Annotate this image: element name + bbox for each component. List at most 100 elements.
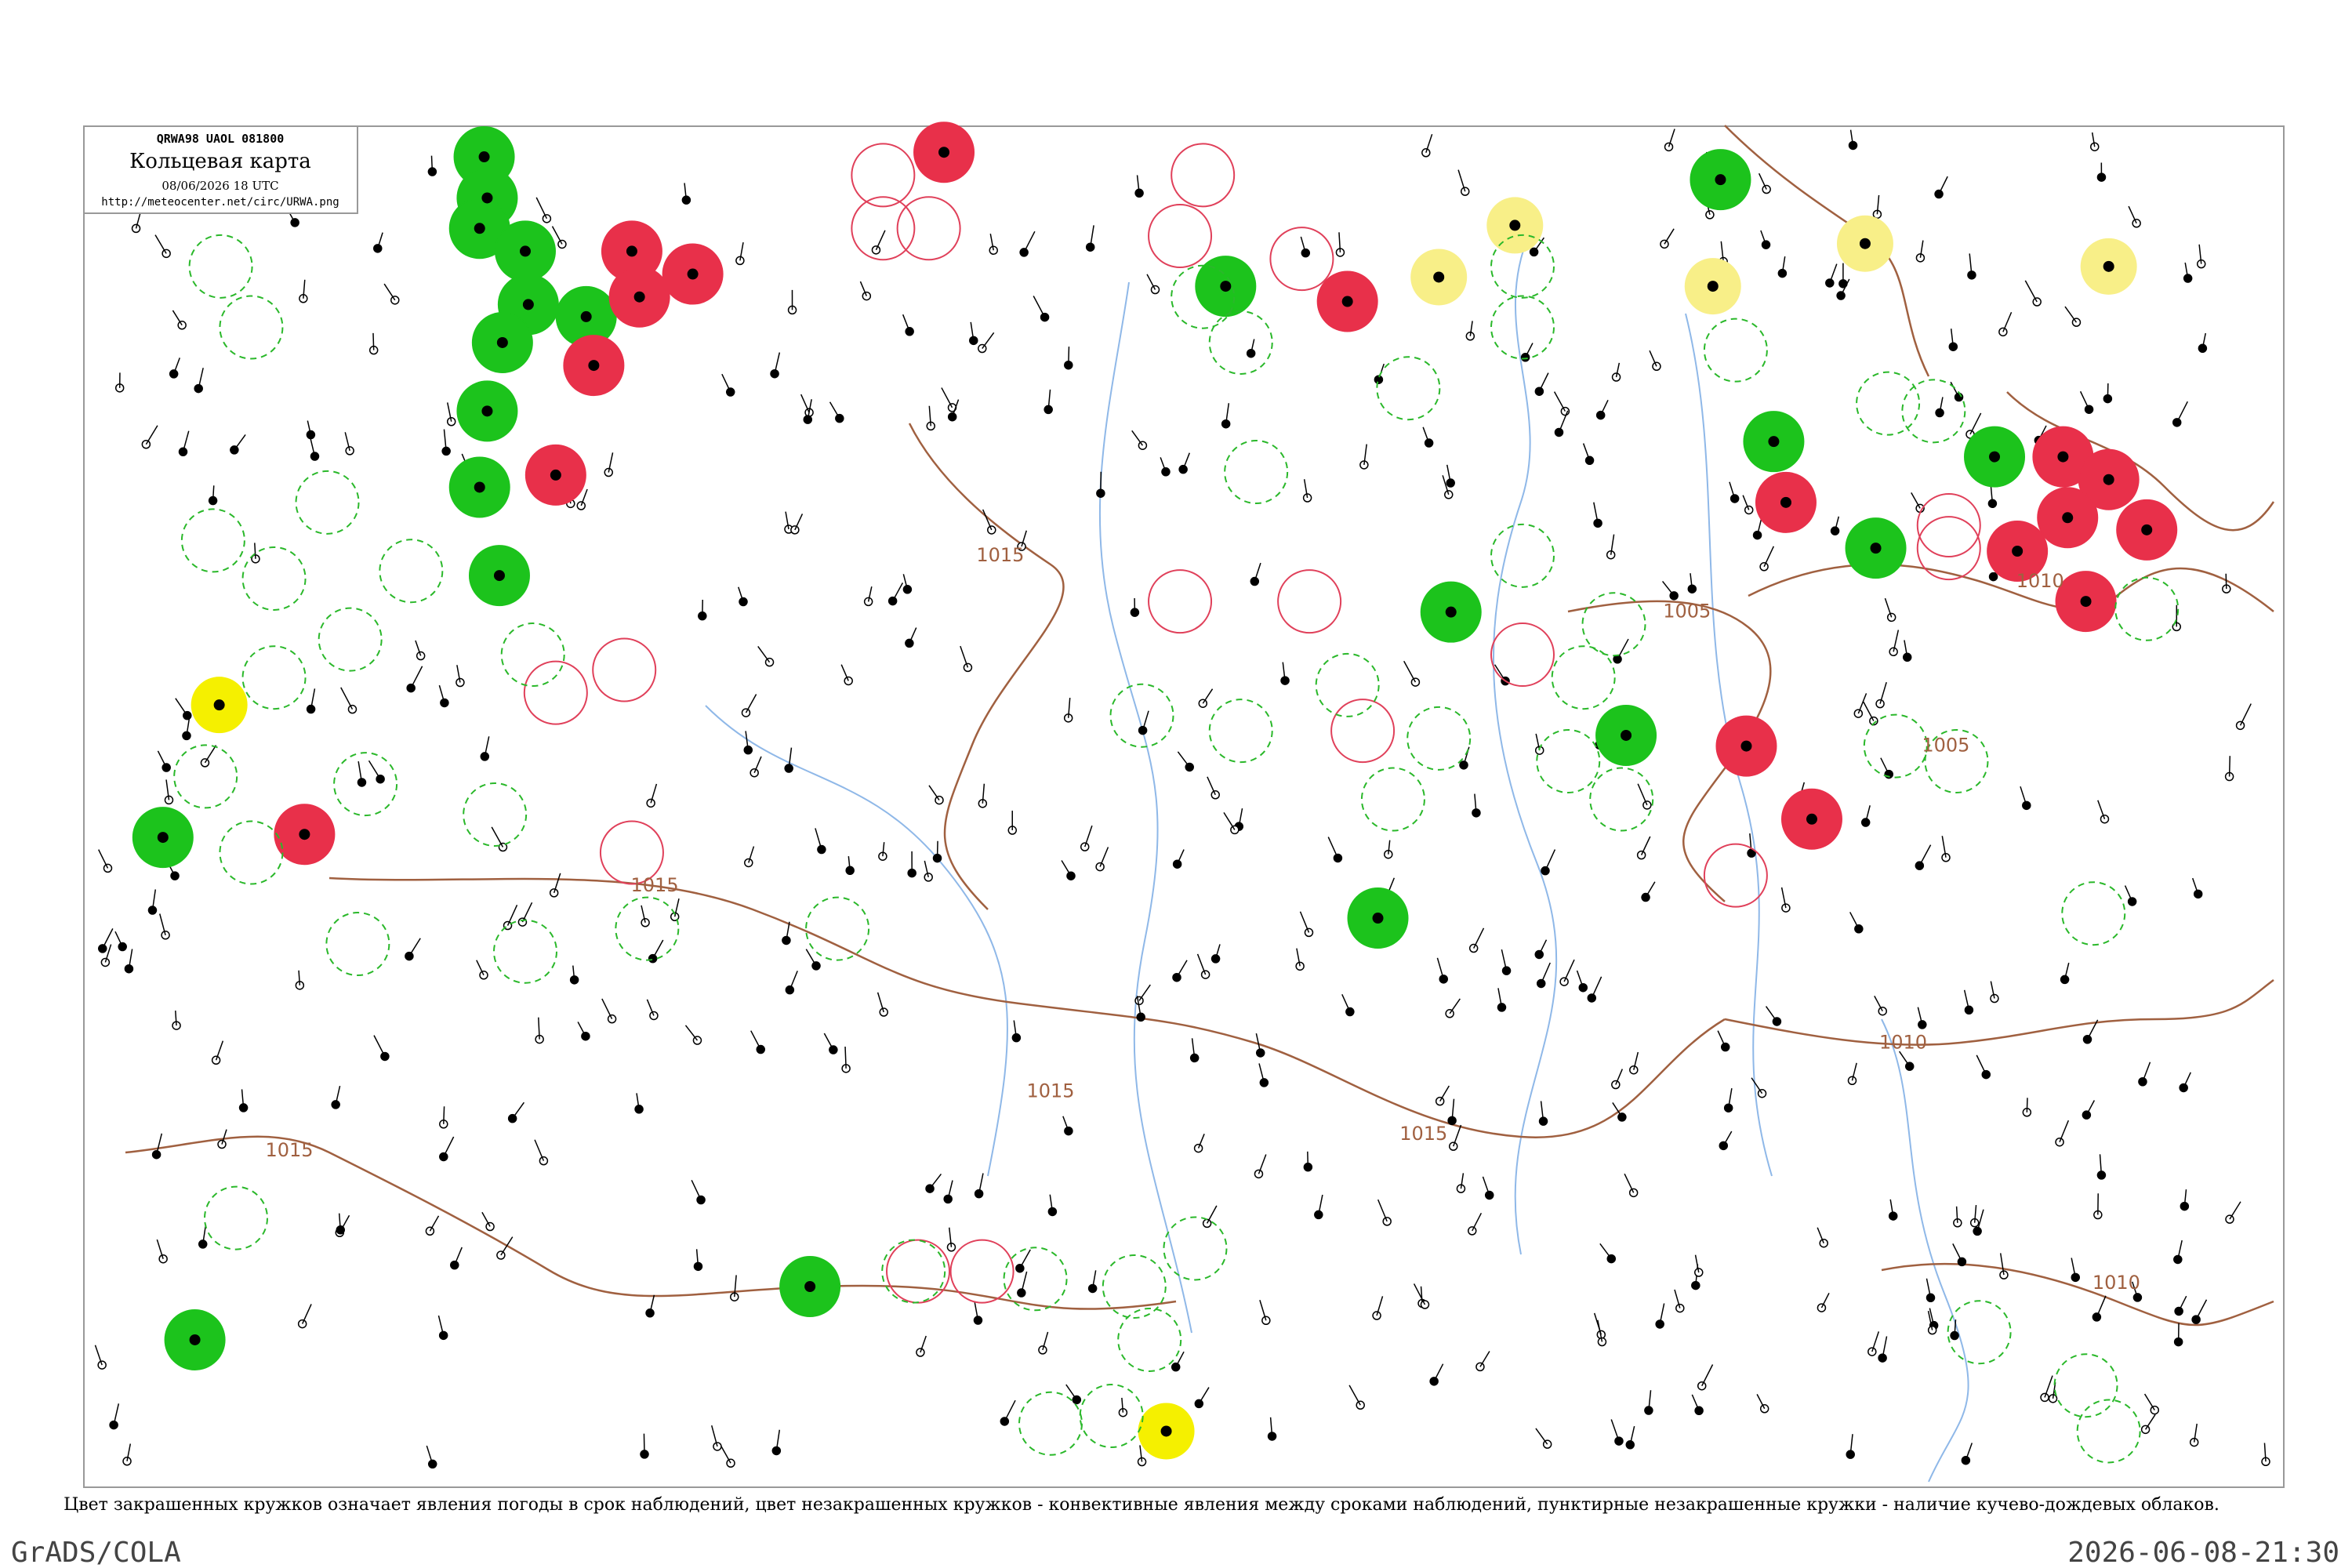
wind-barb [1206, 1205, 1218, 1224]
wind-barb [1851, 1062, 1857, 1081]
wind-barb [684, 183, 688, 201]
wind-barb [128, 949, 133, 969]
wind-barb [1911, 492, 1921, 509]
wind-barb [484, 736, 490, 757]
wind-barb [1348, 1385, 1361, 1406]
cb-ring [1117, 1307, 1182, 1372]
wind-barb [1453, 1124, 1462, 1147]
wind-barb [1535, 733, 1541, 751]
convective-ring [896, 196, 961, 261]
wind-barb [601, 998, 613, 1020]
wind-barb [1327, 837, 1339, 858]
isobar-label: 1015 [1026, 1080, 1074, 1102]
wind-barb [1524, 343, 1534, 358]
wind-barb [1436, 957, 1444, 980]
wind-barb [1917, 1007, 1923, 1025]
cb-ring [188, 234, 253, 299]
cb-ring [1901, 379, 1966, 444]
wind-barb [1969, 412, 1982, 435]
station-marker [1509, 220, 1521, 231]
wind-barb [1599, 1243, 1612, 1260]
station-marker [1870, 543, 1882, 554]
station-marker [481, 405, 493, 417]
wind-barb [104, 944, 112, 963]
wind-barb [446, 402, 452, 422]
wind-barb [840, 664, 849, 681]
wind-barb [2191, 877, 2199, 895]
wind-barb [2132, 1281, 2139, 1298]
river [1881, 1018, 1969, 1483]
wind-barb [982, 509, 993, 531]
wind-barb [500, 1236, 514, 1256]
wind-barb [1973, 1205, 1977, 1223]
wind-barb [1177, 751, 1190, 768]
station-marker [1621, 729, 1632, 741]
wind-barb [454, 1247, 463, 1265]
cb-ring [2061, 881, 2126, 946]
wind-barb [2044, 1375, 2053, 1398]
station-marker [580, 310, 592, 322]
wind-barb [1451, 1098, 1455, 1121]
wind-barb [949, 1227, 953, 1247]
river [1493, 234, 1558, 1255]
station-marker [496, 336, 508, 348]
wind-barb [1198, 1387, 1210, 1404]
wind-barb [1661, 580, 1675, 597]
wind-barb [2085, 1100, 2096, 1116]
wind-barb [310, 688, 316, 710]
wind-barb [1780, 887, 1787, 909]
wind-barb [254, 543, 256, 559]
station-marker [474, 223, 485, 234]
wind-barb [1160, 457, 1167, 473]
map-frame [83, 125, 2285, 1488]
wind-barb [1388, 840, 1391, 855]
wind-barb [1701, 1364, 1714, 1387]
wind-barb [443, 1136, 455, 1157]
station-marker [213, 699, 225, 711]
wind-barb [1376, 1296, 1384, 1316]
wind-barb [1258, 1063, 1265, 1083]
cb-ring [1490, 295, 1555, 360]
wind-barb [928, 785, 940, 801]
wind-barb [1600, 399, 1609, 416]
wind-barb [1501, 949, 1508, 971]
wind-barb [1136, 996, 1142, 1018]
wind-barb [338, 1213, 342, 1230]
wind-barb [553, 873, 561, 894]
wind-barb [234, 434, 246, 451]
cb-ring [1406, 706, 1472, 771]
wind-barb [652, 939, 664, 960]
wind-barb [1727, 1088, 1733, 1109]
cb-ring [463, 782, 528, 847]
wind-barb [1889, 1199, 1894, 1217]
cb-ring [219, 295, 284, 360]
isobar-line [328, 877, 1726, 1138]
wind-barb [175, 698, 188, 717]
wind-barb [1674, 1289, 1681, 1308]
wind-barb [2193, 1423, 2198, 1443]
station-marker [1445, 606, 1457, 618]
wind-barb [1899, 1051, 1911, 1067]
wind-barb [721, 373, 731, 393]
wind-barb [1640, 836, 1651, 855]
wind-barb [1446, 464, 1451, 484]
wind-barb [1282, 662, 1286, 681]
wind-barb [788, 747, 793, 769]
wind-barb [1067, 697, 1071, 718]
wind-barb [974, 1301, 979, 1321]
wind-barb [1763, 546, 1775, 568]
wind-barb [1694, 1254, 1700, 1273]
wind-barb [1191, 1038, 1196, 1058]
cb-ring [295, 470, 360, 535]
wind-barb [1939, 397, 1944, 413]
wind-barb [1196, 953, 1207, 975]
wind-barb [1720, 241, 1724, 262]
station-marker [1715, 174, 1726, 186]
wind-barb [1377, 1199, 1388, 1222]
wind-barb [1965, 1443, 1973, 1461]
wind-barb [1089, 225, 1094, 248]
wind-barb [1938, 176, 1948, 194]
wind-barb [1533, 237, 1545, 252]
wind-barb [2099, 1154, 2103, 1175]
station-marker [299, 829, 310, 840]
